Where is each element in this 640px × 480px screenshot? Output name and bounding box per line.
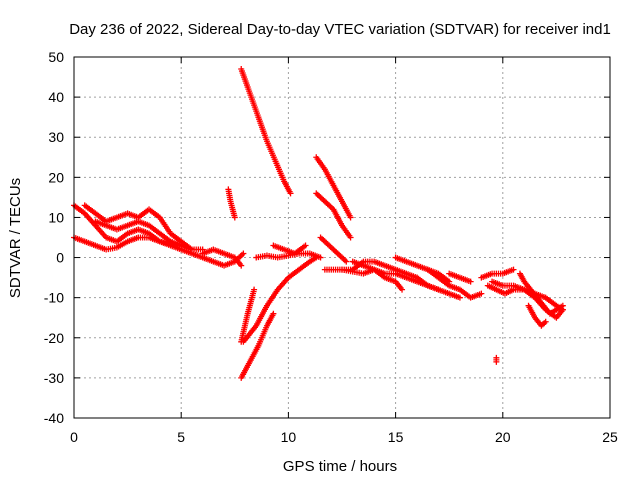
data-point [478,290,485,297]
data-point [231,214,238,221]
series-arc-d [92,218,185,249]
x-tick-label: 20 [495,429,511,445]
data-point [343,258,350,265]
data-point [270,310,277,317]
series-arc-h [238,286,258,345]
y-tick-label: 30 [48,129,64,145]
y-tick-label: -20 [44,330,64,346]
series-arc-c [81,202,195,253]
data-point [347,234,354,241]
y-tick-label: -10 [44,290,64,306]
data-point [467,278,474,285]
y-axis-label: SDTVAR / TECUs [7,178,24,298]
y-tick-label: 40 [48,89,64,105]
data-point [251,286,258,293]
x-axis-label: GPS time / hours [283,458,397,475]
y-tick-label: 0 [56,250,64,266]
data-point [238,262,245,269]
data-point [347,214,354,221]
data-point [542,318,549,325]
data-point [188,246,195,253]
x-tick-label: 25 [602,429,618,445]
x-tick-label: 15 [388,429,404,445]
data-point [399,286,406,293]
data-point [493,354,500,361]
series-arc-v [446,270,474,285]
y-tick-label: 10 [48,209,64,225]
data-point [178,242,185,249]
series-arc-l [270,242,309,257]
data-point [510,266,517,273]
grid-lines [74,57,610,418]
series-arc-u [424,266,485,301]
series-arc-b [71,234,206,253]
series-arc-y [516,270,566,317]
data-series [71,66,566,381]
data-point [240,250,247,257]
series-arc-i [238,310,277,381]
y-tick-label: -40 [44,410,64,426]
axis-ticks: 0 5 10 15 20 25 -40 -30 -20 -10 0 10 20 30 40 50 [44,49,618,445]
data-point [559,306,566,313]
series-arc-w [478,266,517,281]
data-point [287,190,294,197]
series-isolated [493,354,500,365]
data-point [317,254,324,261]
y-tick-label: 50 [48,49,64,65]
series-arc-t [414,274,463,301]
series-arc-f [225,186,238,221]
data-point [456,294,463,301]
x-tick-label: 10 [281,429,297,445]
series-arc-z [489,278,566,313]
data-point [302,242,309,249]
x-tick-label: 0 [70,429,78,445]
chart-title: Day 236 of 2022, Sidereal Day-to-day VTE… [69,21,611,38]
series-arc-e [199,246,245,269]
series-arc-n [313,190,354,241]
y-tick-label: 20 [48,169,64,185]
series-arc-r [349,258,406,293]
series-arc-j [240,254,320,345]
series-arc-o [317,234,350,265]
x-tick-label: 5 [177,429,185,445]
y-tick-label: -30 [44,370,64,386]
series-arc-g [238,66,294,197]
plot-frame [73,56,611,419]
series-arc-aa [525,302,549,329]
series-arc-m [313,154,354,221]
